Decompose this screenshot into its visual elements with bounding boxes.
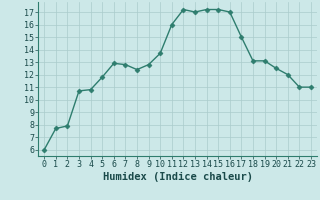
- X-axis label: Humidex (Indice chaleur): Humidex (Indice chaleur): [103, 172, 252, 182]
